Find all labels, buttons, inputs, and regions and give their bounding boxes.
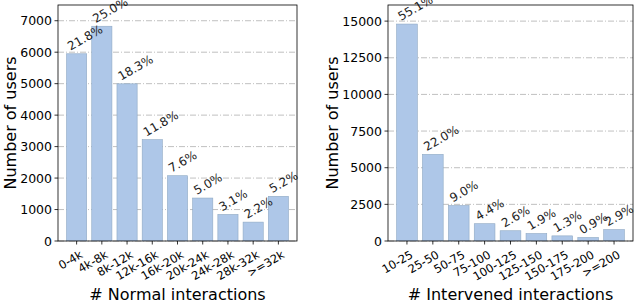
y-tick-label: 15000 — [342, 14, 382, 29]
annotation: 9.0% — [447, 178, 480, 205]
bar — [167, 176, 187, 241]
y-tick-label: 12500 — [342, 50, 382, 65]
annotation: 22.0% — [421, 123, 461, 154]
y-tick — [55, 178, 59, 179]
x-tick — [227, 241, 228, 245]
bar — [604, 230, 625, 241]
y-tick-label: 3000 — [20, 139, 52, 154]
y-tick — [55, 115, 59, 116]
y-tick-label: 0 — [44, 234, 52, 249]
y-tick-label: 1000 — [20, 202, 52, 217]
x-axis-label: # Normal interactions — [89, 285, 265, 304]
annotation: 5.0% — [191, 170, 224, 197]
bar — [397, 24, 418, 241]
x-tick — [588, 241, 589, 245]
x-tick — [177, 241, 178, 245]
x-tick — [253, 241, 254, 245]
annotation: 7.6% — [166, 148, 199, 175]
annotation: 2.9% — [603, 202, 636, 229]
y-tick — [385, 241, 389, 242]
bar — [474, 224, 495, 241]
x-axis-label: # Intervened interactions — [408, 285, 613, 304]
x-tick — [101, 241, 102, 245]
bars — [67, 26, 289, 241]
plot-frame — [58, 5, 297, 241]
chart-1: 55.1%22.0%9.0%4.4%2.6%1.9%1.3%0.9%2.9%02… — [323, 0, 636, 304]
bar — [193, 198, 213, 241]
bars — [397, 24, 625, 241]
annotation: 11.8% — [141, 108, 181, 139]
y-tick-label: 0 — [374, 234, 382, 249]
y-tick — [55, 20, 59, 21]
bar — [578, 237, 599, 241]
y-tick — [385, 94, 389, 95]
y-tick — [55, 146, 59, 147]
x-tick — [536, 241, 537, 245]
x-tick — [510, 241, 511, 245]
y-tick-label: 2500 — [350, 197, 382, 212]
x-tick — [127, 241, 128, 245]
grid-line — [388, 57, 633, 58]
y-tick-label: 10000 — [342, 87, 382, 102]
x-tick — [458, 241, 459, 245]
bar — [526, 234, 547, 241]
annotation: 0.9% — [577, 210, 610, 237]
x-tick — [432, 241, 433, 245]
y-tick-label: 7000 — [20, 13, 52, 28]
annotation: 2.2% — [242, 194, 275, 221]
bar — [243, 222, 263, 241]
y-tick — [55, 52, 59, 53]
x-tick — [278, 241, 279, 245]
y-tick-label: 4000 — [20, 108, 52, 123]
grid-line — [388, 131, 633, 132]
x-tick-label: >=200 — [580, 247, 623, 280]
grid-line — [388, 94, 633, 95]
x-tick — [614, 241, 615, 245]
y-tick — [385, 204, 389, 205]
x-tick — [484, 241, 485, 245]
x-tick — [562, 241, 563, 245]
bar — [117, 84, 137, 241]
y-tick-label: 5000 — [20, 76, 52, 91]
figure: 21.8%25.0%18.3%11.8%7.6%5.0%3.1%2.2%5.2%… — [0, 0, 640, 306]
y-axis-label: Number of users — [1, 56, 20, 189]
annotation: 21.8% — [65, 22, 105, 53]
y-tick-label: 6000 — [20, 45, 52, 60]
bar — [500, 231, 521, 241]
y-tick — [55, 209, 59, 210]
y-tick — [55, 241, 59, 242]
annotation: 1.3% — [551, 208, 584, 235]
bar — [422, 154, 443, 241]
grid-line — [388, 21, 633, 22]
bar — [92, 26, 112, 241]
y-tick — [55, 83, 59, 84]
y-tick-label: 7500 — [350, 124, 382, 139]
y-tick — [385, 167, 389, 168]
chart-0: 21.8%25.0%18.3%11.8%7.6%5.0%3.1%2.2%5.2%… — [1, 0, 300, 304]
y-tick — [385, 131, 389, 132]
bar — [218, 214, 238, 241]
plot-frame — [388, 5, 633, 241]
bar — [448, 206, 469, 241]
x-tick-label: >=32k — [245, 247, 287, 280]
bar — [552, 236, 573, 241]
x-tick — [202, 241, 203, 245]
y-axis-label: Number of users — [323, 56, 342, 189]
y-tick — [385, 21, 389, 22]
annotation: 18.3% — [116, 52, 156, 83]
x-tick — [406, 241, 407, 245]
x-tick — [76, 241, 77, 245]
bar — [67, 54, 87, 241]
annotation: 5.2% — [267, 169, 300, 196]
y-tick-label: 5000 — [350, 160, 382, 175]
annotation: 25.0% — [90, 0, 130, 26]
bar — [142, 140, 162, 241]
y-tick — [385, 57, 389, 58]
annotation: 55.1% — [395, 0, 435, 24]
x-tick — [152, 241, 153, 245]
y-tick-label: 2000 — [20, 171, 52, 186]
